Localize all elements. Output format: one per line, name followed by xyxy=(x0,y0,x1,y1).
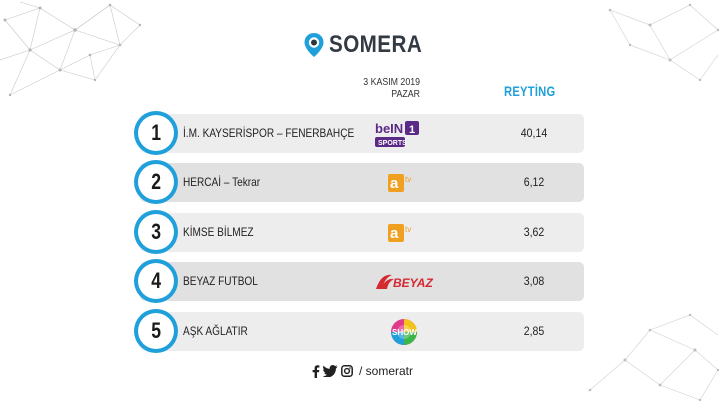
bein-sports-1-logo-icon: beIN 1 SPORTS xyxy=(368,114,440,153)
social-handle[interactable]: / someratr xyxy=(359,364,414,378)
rating-value: 40,14 xyxy=(520,126,548,140)
show-tv-logo-icon: SHOW xyxy=(368,312,440,351)
atv-logo-icon: a tv xyxy=(368,213,440,252)
ranking-row: 4 BEYAZ FUTBOL BEYAZ 3,08 xyxy=(134,259,584,303)
rating-value: 6,12 xyxy=(523,175,545,189)
program-title: KİMSE BİLMEZ xyxy=(183,225,254,239)
rank-badge: 5 xyxy=(134,309,178,353)
svg-text:1: 1 xyxy=(409,124,415,136)
rank-badge: 4 xyxy=(134,259,178,303)
social-footer: / someratr xyxy=(312,363,413,379)
svg-text:SHOW: SHOW xyxy=(392,328,417,337)
ranking-row: 5 AŞK AĞLATIR SHOW 2,85 xyxy=(134,309,584,353)
rank-number: 3 xyxy=(151,219,161,244)
svg-text:BEYAZ: BEYAZ xyxy=(393,276,433,290)
facebook-icon[interactable] xyxy=(312,364,320,378)
ranking-row: 2 HERCAİ – Tekrar a tv 6,12 xyxy=(134,160,584,204)
ranking-row: 3 KİMSE BİLMEZ a tv 3,62 xyxy=(134,210,584,254)
rank-badge: 2 xyxy=(134,160,178,204)
somera-logo: SOMERA xyxy=(303,30,437,60)
rank-number: 1 xyxy=(151,120,161,145)
ranking-row: 1 İ.M. KAYSERİSPOR – FENERBAHÇE beIN 1 S… xyxy=(134,111,584,155)
rank-badge: 1 xyxy=(134,111,178,155)
brand-name: SOMERA xyxy=(329,31,423,58)
program-title: AŞK AĞLATIR xyxy=(183,324,248,338)
rank-number: 5 xyxy=(151,318,161,343)
rating-value: 3,08 xyxy=(523,274,545,288)
date-line: 3 KASIM 2019 xyxy=(363,77,420,88)
svg-text:SPORTS: SPORTS xyxy=(378,140,407,147)
program-title: BEYAZ FUTBOL xyxy=(183,274,258,288)
rank-number: 4 xyxy=(151,268,161,293)
svg-text:a: a xyxy=(390,225,399,242)
rank-number: 2 xyxy=(151,169,161,194)
program-title: İ.M. KAYSERİSPOR – FENERBAHÇE xyxy=(183,126,355,140)
atv-logo-icon: a tv xyxy=(368,163,440,202)
broadcast-date: 3 KASIM 2019 PAZAR xyxy=(340,77,420,101)
svg-text:beIN: beIN xyxy=(375,121,403,136)
beyaz-tv-logo-icon: BEYAZ xyxy=(368,262,440,301)
rating-column-header: REYTİNG xyxy=(504,83,556,99)
rank-badge: 3 xyxy=(134,210,178,254)
location-pin-icon xyxy=(304,33,324,57)
svg-text:tv: tv xyxy=(405,225,411,234)
instagram-icon[interactable] xyxy=(341,365,353,377)
svg-text:tv: tv xyxy=(405,175,411,184)
program-title: HERCAİ – Tekrar xyxy=(183,175,261,189)
twitter-icon[interactable] xyxy=(323,365,338,377)
rating-value: 3,62 xyxy=(523,225,545,239)
weekday-line: PAZAR xyxy=(391,89,420,100)
rating-value: 2,85 xyxy=(523,324,545,338)
svg-text:a: a xyxy=(390,175,399,192)
